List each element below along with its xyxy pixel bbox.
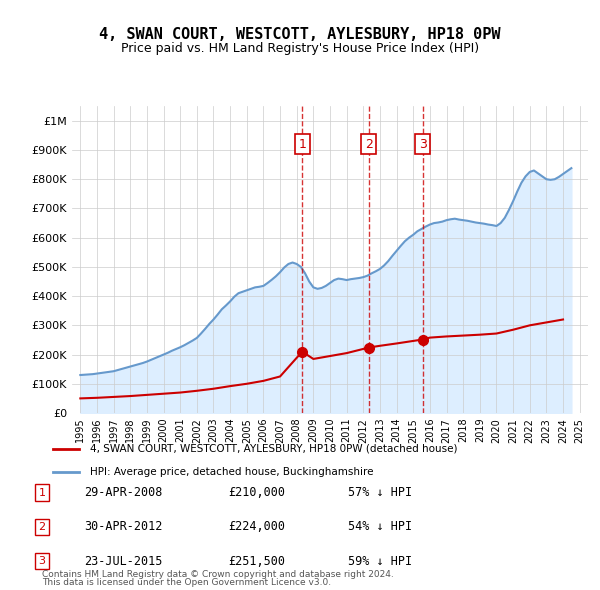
Text: 3: 3: [38, 556, 46, 566]
Text: Price paid vs. HM Land Registry's House Price Index (HPI): Price paid vs. HM Land Registry's House …: [121, 42, 479, 55]
Text: 1: 1: [38, 488, 46, 497]
Text: 54% ↓ HPI: 54% ↓ HPI: [348, 520, 412, 533]
Text: This data is licensed under the Open Government Licence v3.0.: This data is licensed under the Open Gov…: [42, 578, 331, 587]
Text: 2: 2: [38, 522, 46, 532]
Text: 3: 3: [419, 137, 427, 150]
Text: 4, SWAN COURT, WESTCOTT, AYLESBURY, HP18 0PW (detached house): 4, SWAN COURT, WESTCOTT, AYLESBURY, HP18…: [89, 444, 457, 454]
Text: 1: 1: [298, 137, 306, 150]
Text: 4, SWAN COURT, WESTCOTT, AYLESBURY, HP18 0PW: 4, SWAN COURT, WESTCOTT, AYLESBURY, HP18…: [99, 27, 501, 41]
Text: 23-JUL-2015: 23-JUL-2015: [84, 555, 163, 568]
Text: £210,000: £210,000: [228, 486, 285, 499]
Text: 59% ↓ HPI: 59% ↓ HPI: [348, 555, 412, 568]
Text: 2: 2: [365, 137, 373, 150]
Text: £251,500: £251,500: [228, 555, 285, 568]
Text: 57% ↓ HPI: 57% ↓ HPI: [348, 486, 412, 499]
Text: 29-APR-2008: 29-APR-2008: [84, 486, 163, 499]
Text: 30-APR-2012: 30-APR-2012: [84, 520, 163, 533]
Text: HPI: Average price, detached house, Buckinghamshire: HPI: Average price, detached house, Buck…: [89, 467, 373, 477]
Text: £224,000: £224,000: [228, 520, 285, 533]
Text: Contains HM Land Registry data © Crown copyright and database right 2024.: Contains HM Land Registry data © Crown c…: [42, 571, 394, 579]
